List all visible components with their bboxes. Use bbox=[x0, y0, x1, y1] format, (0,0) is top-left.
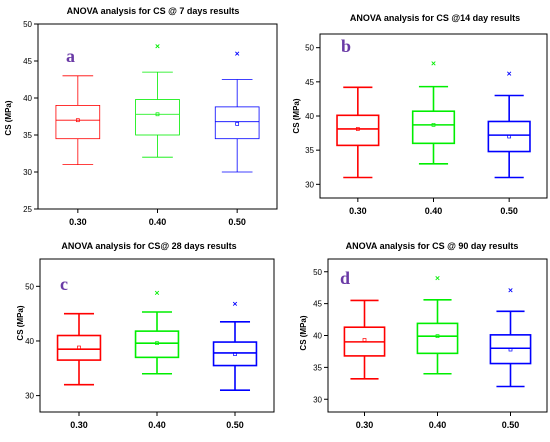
x-tick-label: 0.50 bbox=[502, 420, 520, 430]
y-tick-label: 30 bbox=[23, 168, 32, 177]
iqr-box bbox=[489, 334, 532, 365]
mean-marker bbox=[355, 127, 360, 131]
outlier-marker bbox=[431, 61, 436, 66]
x-tick-label: 0.40 bbox=[149, 217, 167, 227]
outlier-marker bbox=[435, 276, 440, 281]
y-tick-label: 40 bbox=[305, 112, 314, 121]
x-tick-label: 0.50 bbox=[228, 217, 246, 227]
box-plot-0-50 bbox=[487, 71, 531, 179]
mean-marker bbox=[362, 338, 367, 342]
plot-area: 30 35 40 45 50 0.30 0.40 0.50 bbox=[313, 258, 548, 430]
panel-c: ANOVA analysis for CS@ 28 days results C… bbox=[16, 241, 275, 430]
y-tick-label: 35 bbox=[313, 363, 322, 372]
y-tick-label: 30 bbox=[305, 180, 314, 189]
iqr-box bbox=[487, 120, 531, 153]
x-tick-label: 0.40 bbox=[429, 420, 447, 430]
panel-letter: a bbox=[66, 46, 75, 66]
outlier-marker bbox=[235, 51, 240, 56]
iqr-box bbox=[212, 341, 258, 367]
x-tick-label: 0.30 bbox=[356, 420, 374, 430]
mean-marker bbox=[155, 112, 160, 117]
chart-title: ANOVA analysis for CS @14 day results bbox=[350, 13, 520, 23]
y-tick-label: 50 bbox=[23, 20, 32, 29]
iqr-box bbox=[336, 114, 380, 147]
iqr-box bbox=[416, 322, 459, 355]
panel-d: ANOVA analysis for CS @ 90 day results C… bbox=[299, 241, 548, 430]
box-plot-0-50 bbox=[489, 288, 532, 388]
y-tick-label: 30 bbox=[25, 392, 34, 401]
iqr-box bbox=[411, 110, 456, 145]
chart-title: ANOVA analysis for CS@ 28 days results bbox=[61, 241, 236, 251]
x-tick-label: 0.30 bbox=[69, 217, 87, 227]
y-tick-label: 35 bbox=[23, 131, 32, 140]
y-tick-label: 45 bbox=[23, 57, 32, 66]
box-plot-0-30 bbox=[336, 86, 380, 179]
mean-marker bbox=[235, 122, 240, 126]
mean-marker bbox=[155, 341, 159, 345]
box-plot-0-50 bbox=[214, 51, 260, 173]
y-axis-label: CS (MPa) bbox=[16, 305, 25, 340]
plot-area: 25 30 35 40 45 50 0.30 0.40 0.50 bbox=[23, 20, 278, 227]
iqr-box bbox=[56, 334, 102, 361]
box-plot-0-40 bbox=[411, 61, 456, 165]
y-tick-label: 45 bbox=[305, 78, 314, 87]
box-plot-0-40 bbox=[135, 44, 180, 158]
y-tick-label: 40 bbox=[23, 94, 32, 103]
box-plot-0-30 bbox=[56, 312, 102, 386]
panel-a: ANOVA analysis for CS @ 7 days results C… bbox=[4, 6, 278, 227]
y-tick-label: 35 bbox=[305, 146, 314, 155]
y-tick-label: 50 bbox=[25, 282, 34, 291]
outlier-marker bbox=[507, 71, 512, 76]
mean-marker bbox=[77, 345, 81, 350]
y-tick-label: 30 bbox=[313, 395, 322, 404]
iqr-box bbox=[214, 106, 260, 140]
panel-letter: c bbox=[60, 274, 68, 294]
iqr-box bbox=[135, 99, 180, 136]
mean-marker bbox=[507, 134, 512, 139]
y-tick-label: 40 bbox=[313, 332, 322, 341]
x-tick-label: 0.40 bbox=[148, 420, 166, 430]
box-plot-0-50 bbox=[212, 301, 258, 391]
mean-marker bbox=[435, 334, 440, 338]
outlier-marker bbox=[155, 44, 160, 49]
mean-marker bbox=[508, 347, 513, 352]
box-plot-0-30 bbox=[55, 75, 101, 166]
box-plot-0-40 bbox=[134, 290, 180, 375]
box-plot-0-40 bbox=[416, 276, 459, 375]
outlier-marker bbox=[508, 288, 513, 293]
mean-marker bbox=[431, 123, 436, 127]
plot-area: 30 40 50 0.30 0.40 0.50 bbox=[25, 258, 275, 430]
plot-area: 30 35 40 45 50 0.30 0.40 0.50 bbox=[305, 33, 548, 216]
x-tick-label: 0.40 bbox=[425, 206, 443, 216]
y-axis-label: CS (MPa) bbox=[292, 98, 301, 133]
x-tick-label: 0.50 bbox=[500, 206, 518, 216]
iqr-box bbox=[55, 105, 101, 140]
mean-marker bbox=[233, 352, 237, 356]
mean-marker bbox=[75, 118, 80, 123]
iqr-box bbox=[134, 330, 180, 359]
outlier-marker bbox=[232, 301, 238, 306]
x-tick-label: 0.30 bbox=[70, 420, 88, 430]
y-tick-label: 45 bbox=[313, 300, 322, 309]
y-tick-label: 40 bbox=[25, 337, 34, 346]
chart-title: ANOVA analysis for CS @ 7 days results bbox=[67, 6, 240, 16]
y-axis-label: CS (MPa) bbox=[4, 100, 13, 135]
chart-title: ANOVA analysis for CS @ 90 day results bbox=[346, 241, 519, 251]
x-tick-label: 0.50 bbox=[226, 420, 244, 430]
panel-b: ANOVA analysis for CS @14 day results CS… bbox=[292, 13, 548, 216]
panel-letter: d bbox=[340, 268, 350, 288]
box-plot-0-30 bbox=[343, 299, 386, 380]
outlier-marker bbox=[154, 290, 160, 295]
y-tick-label: 50 bbox=[305, 44, 314, 53]
y-axis-label: CS (MPa) bbox=[299, 315, 308, 350]
panel-letter: b bbox=[341, 36, 351, 56]
x-tick-label: 0.30 bbox=[349, 206, 367, 216]
y-tick-label: 50 bbox=[313, 268, 322, 277]
y-tick-label: 25 bbox=[23, 205, 32, 214]
